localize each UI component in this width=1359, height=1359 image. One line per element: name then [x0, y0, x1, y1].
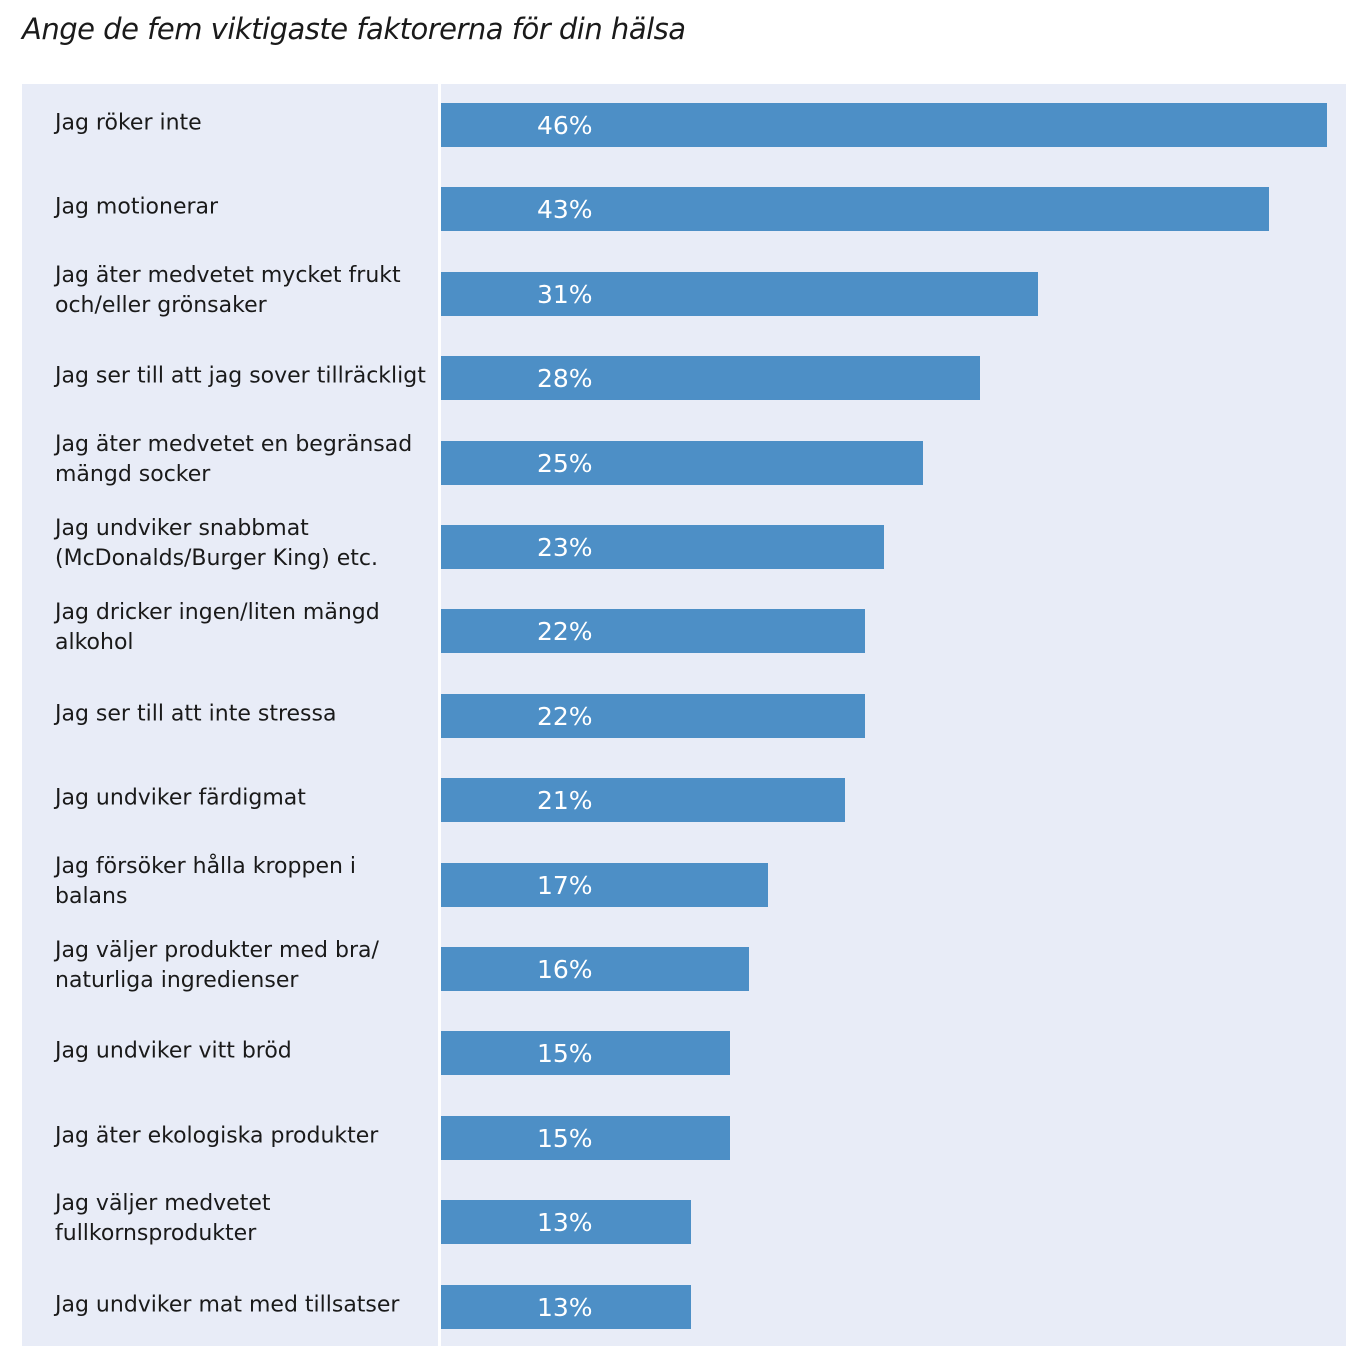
category-label: Jag försöker hålla kroppen i balans	[55, 853, 357, 909]
chart-title: Ange de fem viktigaste faktorerna för di…	[22, 12, 686, 46]
category-label: Jag undviker snabbmat (McDonalds/Burger …	[55, 516, 378, 571]
value-label: 22%	[537, 617, 593, 647]
category-label: Jag ser till att inte stressa	[55, 701, 337, 727]
category-label: Jag motionerar	[55, 194, 219, 220]
bar	[441, 778, 846, 823]
value-label: 23%	[537, 533, 593, 562]
category-label: Jag dricker ingen/liten mängd alkohol	[55, 600, 380, 656]
category-label: Jag undviker färdigmat	[55, 785, 306, 811]
bar-row: Jag äter ekologiska produkter 15%	[0, 1115, 1359, 1160]
value-label: 16%	[537, 955, 593, 984]
value-label: 25%	[537, 448, 593, 478]
category-label: Jag äter medvetet mycket frukt och/eller…	[55, 262, 401, 318]
bar	[441, 356, 981, 401]
bar	[441, 1200, 692, 1245]
value-label: 31%	[537, 279, 593, 309]
value-label: 13%	[537, 1208, 593, 1238]
bar-row: Jag undviker mat med tillsatser 13%	[0, 1284, 1359, 1329]
bar	[441, 1031, 730, 1076]
value-label: 22%	[537, 701, 593, 731]
category-label: Jag väljer produkter med bra/ naturliga …	[55, 938, 379, 993]
axis-divider	[438, 84, 441, 1346]
value-label: 15%	[537, 1039, 593, 1069]
bar	[441, 1284, 692, 1329]
bar-row: Jag motionerar 43%	[0, 187, 1359, 232]
bar	[441, 525, 884, 569]
bar	[441, 693, 865, 738]
bar-row: Jag väljer produkter med bra/ naturliga …	[0, 938, 1359, 993]
category-label: Jag undviker vitt bröd	[55, 1038, 292, 1064]
value-label: 28%	[537, 364, 593, 394]
value-label: 17%	[537, 870, 593, 900]
bar-row: Jag äter medvetet en begränsad mängd soc…	[0, 432, 1359, 487]
bar	[441, 947, 750, 991]
value-label: 15%	[537, 1123, 593, 1153]
bar	[441, 103, 1327, 147]
bar-row: Jag röker inte 46%	[0, 103, 1359, 147]
bar	[441, 862, 769, 907]
bar	[441, 609, 865, 654]
value-label: 46%	[537, 111, 593, 140]
value-label: 13%	[537, 1292, 593, 1322]
category-label: Jag väljer medvetet fullkornsprodukter	[55, 1191, 271, 1247]
bar-row: Jag väljer medvetet fullkornsprodukter 13…	[0, 1191, 1359, 1246]
bar	[441, 187, 1270, 232]
value-label: 21%	[537, 786, 593, 816]
bar-row: Jag undviker färdigmat 21%	[0, 778, 1359, 823]
bar-row: Jag äter medvetet mycket frukt och/eller…	[0, 263, 1359, 318]
bar	[441, 271, 1039, 316]
category-label: Jag röker inte	[55, 110, 202, 136]
bar-row: Jag ser till att inte stressa 22%	[0, 693, 1359, 738]
bar-row: Jag undviker vitt bröd 15%	[0, 1031, 1359, 1076]
bar	[441, 440, 923, 485]
category-label: Jag äter ekologiska produkter	[55, 1123, 379, 1149]
bar-row: Jag undviker snabbmat (McDonalds/Burger …	[0, 516, 1359, 571]
bar-row: Jag ser till att jag sover tillräckligt 2…	[0, 356, 1359, 401]
bar-row: Jag försöker hålla kroppen i balans 17%	[0, 854, 1359, 909]
bar-row: Jag dricker ingen/liten mängd alkohol 22%	[0, 600, 1359, 655]
value-label: 43%	[537, 195, 593, 225]
category-label: Jag undviker mat med tillsatser	[55, 1292, 400, 1318]
bar	[441, 1115, 730, 1160]
category-label: Jag ser till att jag sover tillräckligt	[55, 363, 426, 389]
category-label: Jag äter medvetet en begränsad mängd soc…	[55, 431, 413, 487]
